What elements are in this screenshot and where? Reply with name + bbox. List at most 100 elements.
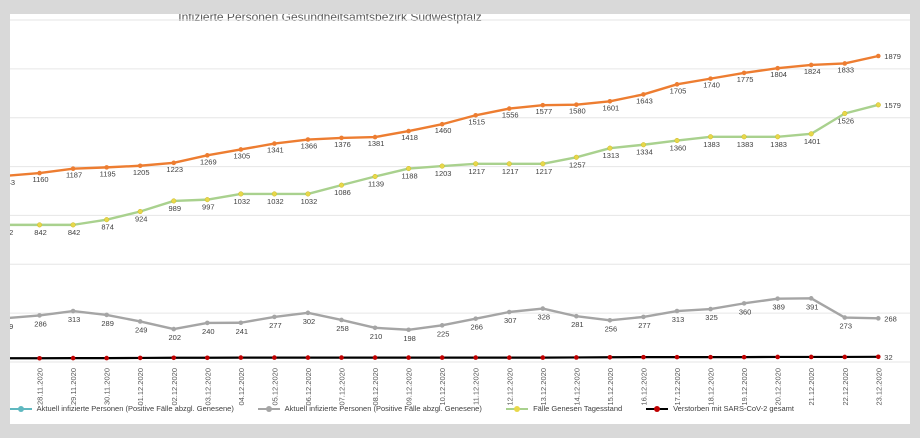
data-label: 1418 [401,133,418,142]
data-label: 924 [135,215,148,224]
data-point [305,137,311,142]
data-label: 1217 [502,167,519,176]
data-point [439,121,445,127]
data-point [137,163,143,169]
top-border-bar [0,0,920,14]
x-tick-label: 29.11.2020 [69,368,78,405]
data-point [842,315,848,320]
data-point [607,354,613,360]
data-point [272,141,277,146]
data-label: 286 [34,319,47,328]
data-label: 307 [504,316,517,325]
legend-swatch [646,406,668,413]
data-point [876,316,881,321]
data-label: 281 [571,320,584,329]
x-tick-label: 17.12.2020 [673,368,682,406]
data-label: 1515 [468,117,485,126]
data-point [506,161,512,167]
x-tick-label: 06.12.2020 [304,368,313,406]
data-label: 1643 [636,96,653,105]
legend-item-infected-2: Aktuell infizierte Personen (Positive Fä… [258,404,482,413]
data-label: 1556 [502,111,519,120]
data-point [104,165,109,170]
data-point [205,355,210,361]
bottom-border-bar [0,424,920,438]
data-label: 302 [303,317,316,326]
data-point [875,102,881,108]
data-point [272,355,277,360]
data-label: 1305 [234,151,251,160]
data-label: 1526 [837,116,854,125]
x-tick-label: 13.12.2020 [539,368,548,406]
legend-label: Fälle Genesen Tagesstand [533,404,623,413]
data-point [137,319,143,324]
data-point [406,165,412,172]
chart-legend: Aktuell infizierte Personen (Positive Fä… [0,404,920,420]
data-point [171,355,177,361]
x-tick-label: 05.12.2020 [270,368,279,406]
data-point [808,62,814,68]
legend-item-deceased: Verstorben mit SARS-CoV-2 gesamt [646,404,794,413]
data-label: 997 [202,203,215,212]
data-label: 1334 [636,148,653,157]
data-point [70,166,76,171]
data-point [372,134,378,140]
x-tick-label: 14.12.2020 [572,368,581,406]
data-point [775,134,781,140]
data-label: 1577 [535,107,552,116]
data-label: 1383 [703,140,720,149]
data-label: 1032 [267,197,284,206]
data-point [104,355,109,361]
data-label: 277 [269,321,282,330]
data-label: 210 [370,332,383,341]
data-point [607,318,613,323]
data-point [674,354,680,360]
data-label: 313 [68,315,81,324]
data-label: 328 [538,313,551,322]
data-label: 256 [605,324,618,333]
x-tick-label: 01.12.2020 [136,368,145,406]
left-border-bar [0,0,10,438]
data-label: 1376 [334,140,351,149]
data-point [372,325,378,331]
data-label: 1139 [368,180,384,189]
data-point [708,76,713,81]
data-point [372,173,378,180]
data-point [473,112,479,118]
data-label: 1217 [535,167,552,176]
data-label: 1086 [334,188,351,197]
data-point [406,128,411,134]
legend-label: Verstorben mit SARS-CoV-2 gesamt [673,404,794,413]
data-label: 874 [101,223,114,232]
data-point [439,355,445,360]
data-label: 1383 [737,140,754,149]
data-point [439,163,445,169]
data-point [741,134,747,140]
data-label: 266 [470,323,483,332]
data-label: 1460 [435,126,452,135]
data-point [674,308,680,314]
data-point [540,306,546,311]
data-label: 241 [236,327,249,336]
x-tick-label: 21.12.2020 [807,368,816,406]
legend-swatch [506,406,528,413]
data-label: 1580 [569,107,586,116]
x-tick-label: 12.12.2020 [505,368,514,406]
data-point [37,222,43,228]
data-point [171,326,177,332]
data-point [607,145,613,151]
data-label: 249 [135,325,148,334]
data-label: 313 [672,315,685,324]
data-label: 1383 [770,140,787,149]
data-point [171,160,177,166]
data-point [238,147,244,152]
data-label: 1775 [737,75,754,84]
data-label: 1032 [234,197,251,206]
data-point [775,354,780,360]
data-point [741,70,747,76]
x-tick-label: 18.12.2020 [707,368,716,406]
data-point [641,314,646,320]
data-point [473,316,479,321]
data-point [540,355,546,360]
